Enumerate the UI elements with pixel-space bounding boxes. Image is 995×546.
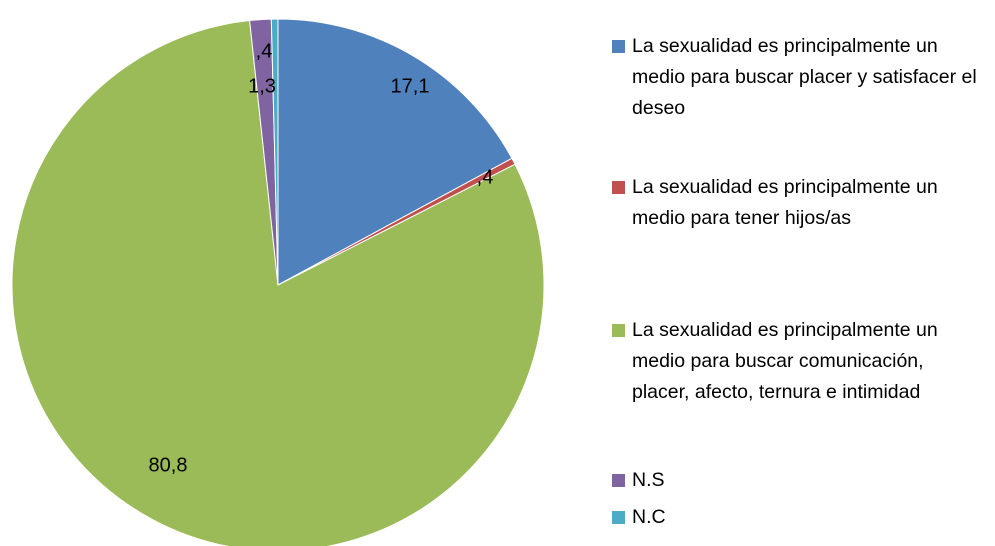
legend-swatch <box>612 474 625 487</box>
pie-slice <box>270 18 279 286</box>
pie-slice <box>11 19 545 546</box>
legend-item: N.S <box>612 465 984 496</box>
legend-swatch <box>612 511 625 524</box>
legend-item: La sexualidad es principalmente un medio… <box>612 315 984 408</box>
legend-swatch <box>612 40 625 53</box>
data-label: ,4 <box>256 40 273 62</box>
legend-label: La sexualidad es principalmente un medio… <box>632 176 938 229</box>
pie-slice <box>277 18 513 286</box>
legend-swatch <box>612 324 625 337</box>
legend-label: La sexualidad es principalmente un medio… <box>632 319 938 403</box>
legend-label: La sexualidad es principalmente un medio… <box>632 35 977 119</box>
data-label: ,4 <box>477 166 494 188</box>
legend-item: La sexualidad es principalmente un medio… <box>612 172 984 234</box>
legend-item: N.C <box>612 502 984 533</box>
legend-label: N.S <box>632 469 665 491</box>
data-label: 80,8 <box>149 454 188 476</box>
legend-label: N.C <box>632 506 666 528</box>
data-label: 1,3 <box>248 75 276 97</box>
legend-swatch <box>612 181 625 194</box>
legend-item: La sexualidad es principalmente un medio… <box>612 31 984 124</box>
data-label: 17,1 <box>391 75 430 97</box>
